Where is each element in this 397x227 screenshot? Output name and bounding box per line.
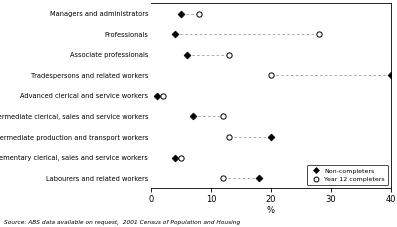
X-axis label: %: %	[267, 206, 275, 215]
Legend: Non-completers, Year 12 completers: Non-completers, Year 12 completers	[306, 165, 388, 185]
Text: Source: ABS data available on request,  2001 Census of Population and Housing: Source: ABS data available on request, 2…	[4, 220, 240, 225]
